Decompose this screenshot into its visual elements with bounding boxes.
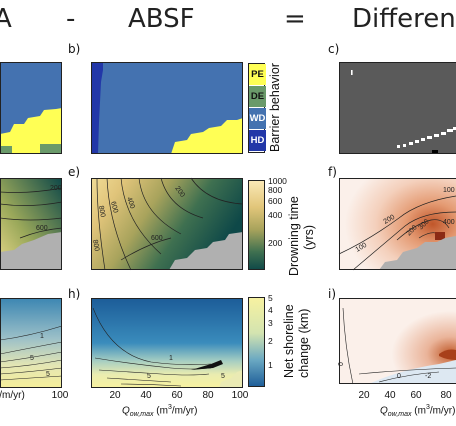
behavior-cat-0: PE bbox=[249, 64, 266, 85]
drowning-tick-3: 400 bbox=[268, 210, 283, 220]
header-term-right: Differenc bbox=[352, 4, 456, 34]
shoreline-tick-0: 5 bbox=[268, 293, 273, 303]
contour-label-g-0: 1 bbox=[40, 333, 44, 340]
xtick-mid-3: 80 bbox=[202, 390, 214, 401]
shoreline-tick-4: 1 bbox=[268, 360, 273, 370]
header-term-left: A bbox=[0, 4, 12, 34]
contour-label-f-4: 100 bbox=[443, 187, 455, 194]
contour-label-f-0: 200 bbox=[383, 214, 397, 226]
drowning-colorbar bbox=[248, 180, 265, 270]
contour-label-f-1: 100 bbox=[355, 242, 369, 254]
panel-c bbox=[339, 62, 456, 154]
xtick-mid-0: 20 bbox=[109, 390, 121, 401]
shoreline-tick-3: 2 bbox=[268, 336, 273, 346]
xtick-left-0: /m/yr) bbox=[0, 390, 25, 401]
drowning-colorbar-title-1: Drowning time bbox=[287, 196, 301, 276]
shoreline-colorbar bbox=[248, 297, 265, 387]
xlabel-right: Qow,max (m3/m/yr) bbox=[380, 404, 456, 419]
shoreline-colorbar-title-1: Net shoreline bbox=[282, 304, 296, 378]
contour-label-f-5: 400 bbox=[443, 219, 455, 226]
header-term-mid: ABSF bbox=[128, 4, 195, 34]
xtick-right-0: 20 bbox=[358, 390, 370, 401]
contour-label-e-0: 800 bbox=[97, 205, 106, 218]
panel-label-e: e) bbox=[68, 165, 81, 179]
drowning-tick-2: 600 bbox=[268, 196, 283, 206]
panel-a1 bbox=[0, 62, 62, 154]
behavior-colorbar: PE DE WD HD bbox=[248, 63, 266, 153]
contour-label-e-2: 400 bbox=[125, 196, 136, 209]
panel-label-i: i) bbox=[328, 287, 337, 301]
contour-label-h-1: 5 bbox=[147, 373, 151, 380]
panel-b bbox=[91, 62, 243, 154]
behavior-cat-2: WD bbox=[249, 108, 266, 129]
panel-label-b: b) bbox=[68, 42, 81, 56]
xtick-mid-2: 60 bbox=[171, 390, 183, 401]
contour-label-i-2: -2 bbox=[425, 373, 431, 380]
shoreline-colorbar-title-2: change (km) bbox=[297, 308, 311, 378]
behavior-cat-1: DE bbox=[249, 86, 266, 107]
behavior-colorbar-title: Barrier behavior bbox=[268, 63, 282, 152]
shoreline-tick-2: 3 bbox=[268, 318, 273, 328]
contour-label-h-0: 1 bbox=[169, 355, 173, 362]
drowning-tick-4: 200 bbox=[268, 238, 283, 248]
xtick-right-3: 80 bbox=[440, 390, 452, 401]
contour-label-e-1: 600 bbox=[109, 201, 119, 214]
panel-i: 0 0 -2 bbox=[338, 298, 456, 385]
contour-label-e-4: 600 bbox=[151, 235, 163, 242]
xtick-right-2: 60 bbox=[410, 390, 422, 401]
panel-a2: 200 600 bbox=[0, 178, 63, 270]
panel-f: 200 100 300 200 100 400 bbox=[338, 178, 456, 271]
contour-label-g-1: 5 bbox=[30, 355, 34, 362]
behavior-cat-3: HD bbox=[249, 130, 266, 151]
contour-label-i-1: 0 bbox=[397, 373, 401, 380]
xlabel-mid: Qow,max (m3/m/yr) bbox=[122, 404, 198, 419]
panel-h: 1 5 5 bbox=[91, 298, 243, 388]
xtick-mid-4: 100 bbox=[231, 390, 249, 401]
xtick-mid-1: 40 bbox=[140, 390, 152, 401]
contour-label-i-0: 0 bbox=[338, 362, 345, 366]
drowning-tick-1: 800 bbox=[268, 185, 283, 195]
contour-label-a2-0: 200 bbox=[50, 185, 62, 192]
header-equals: = bbox=[284, 4, 306, 34]
drowning-colorbar-title-2: (yrs) bbox=[302, 225, 316, 250]
panel-e: 800 600 400 200 600 800 bbox=[91, 177, 244, 271]
drowning-tick-0: 1000 bbox=[268, 176, 287, 186]
panel-label-f: f) bbox=[328, 165, 337, 179]
xtick-left-1: 100 bbox=[51, 390, 69, 401]
contour-label-g-2: 5 bbox=[46, 371, 50, 378]
panel-label-c: c) bbox=[328, 42, 340, 56]
xtick-right-1: 40 bbox=[384, 390, 396, 401]
contour-label-e-5: 800 bbox=[91, 239, 100, 252]
contour-label-a2-1: 600 bbox=[36, 225, 48, 232]
contour-label-h-2: 5 bbox=[221, 373, 225, 380]
panel-label-h: h) bbox=[68, 287, 81, 301]
header-minus: - bbox=[66, 4, 76, 34]
shoreline-tick-1: 4 bbox=[268, 305, 273, 315]
panel-g: 1 5 5 bbox=[0, 298, 63, 388]
